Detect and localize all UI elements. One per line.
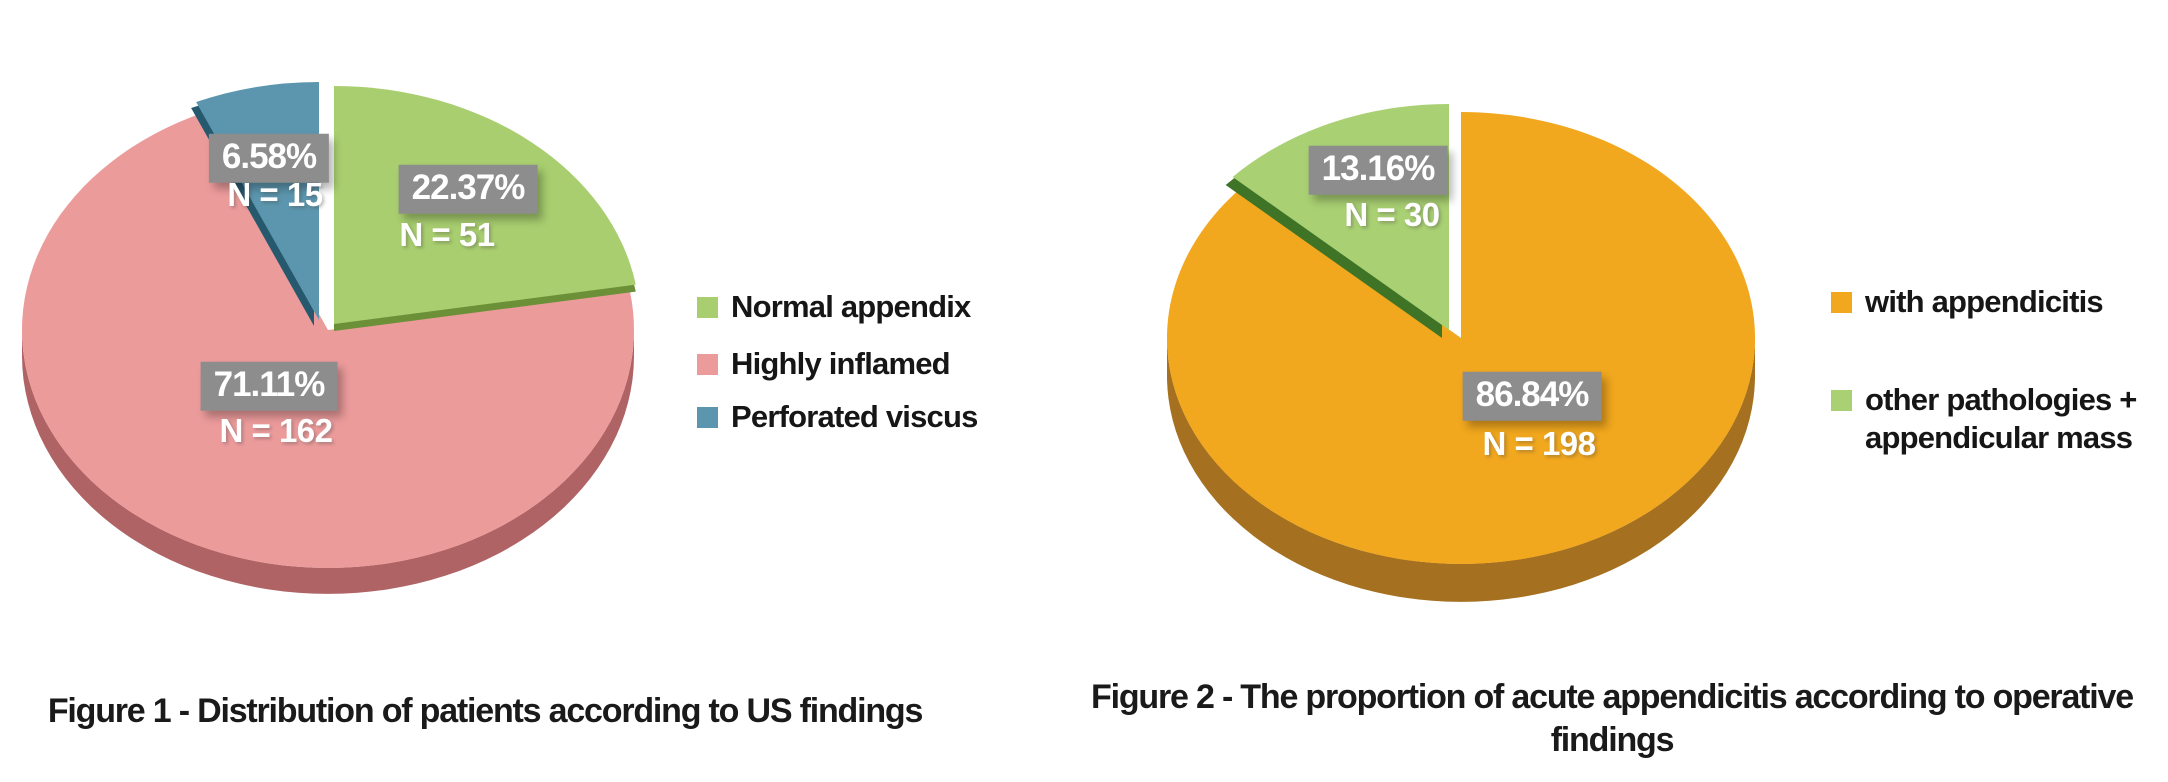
legend-swatch-normal-appendix-icon <box>697 296 718 318</box>
figure2-caption: Figure 2 - The proportion of acute appen… <box>1091 678 2134 759</box>
legend-swatch-other-pathologies-icon <box>1831 390 1852 411</box>
legend-item-with-appendicitis: with appendicitis <box>1831 284 2104 319</box>
legend-label-with-appendicitis: with appendicitis <box>1865 284 2104 319</box>
legend-item-normal-appendix: Normal appendix <box>697 291 971 323</box>
legend-label-other-pathologies-line1: other pathologies + <box>1865 382 2137 417</box>
pie-slice-highly-inflamed <box>22 112 634 568</box>
pie-slice-normal-appendix <box>334 86 636 324</box>
legend-label-other-pathologies-line2: appendicular mass <box>1865 420 2133 455</box>
legend-label-perforated-viscus: Perforated viscus <box>731 399 978 434</box>
legend-item-other-pathologies: other pathologies + appendicular mass <box>1831 381 2137 457</box>
figure1-caption: Figure 1 - Distribution of patients acco… <box>47 692 924 730</box>
pie-figure-2 <box>1166 104 1755 602</box>
legend-item-perforated-viscus: Perforated viscus <box>697 401 978 433</box>
pie-rim-with-appendicitis <box>1167 338 1755 602</box>
pie-figure-1 <box>22 82 636 594</box>
legend-swatch-highly-inflamed-icon <box>697 353 718 375</box>
legend-swatch-perforated-viscus-icon <box>697 406 718 428</box>
legend-label-other-pathologies: other pathologies + appendicular mass <box>1865 381 2137 457</box>
legend-label-normal-appendix: Normal appendix <box>731 289 971 324</box>
legend-swatch-with-appendicitis-icon <box>1831 291 1852 313</box>
legend-label-highly-inflamed: Highly inflamed <box>731 346 951 381</box>
legend-item-highly-inflamed: Highly inflamed <box>697 346 951 381</box>
pie-slice-with-appendicitis <box>1166 112 1755 564</box>
